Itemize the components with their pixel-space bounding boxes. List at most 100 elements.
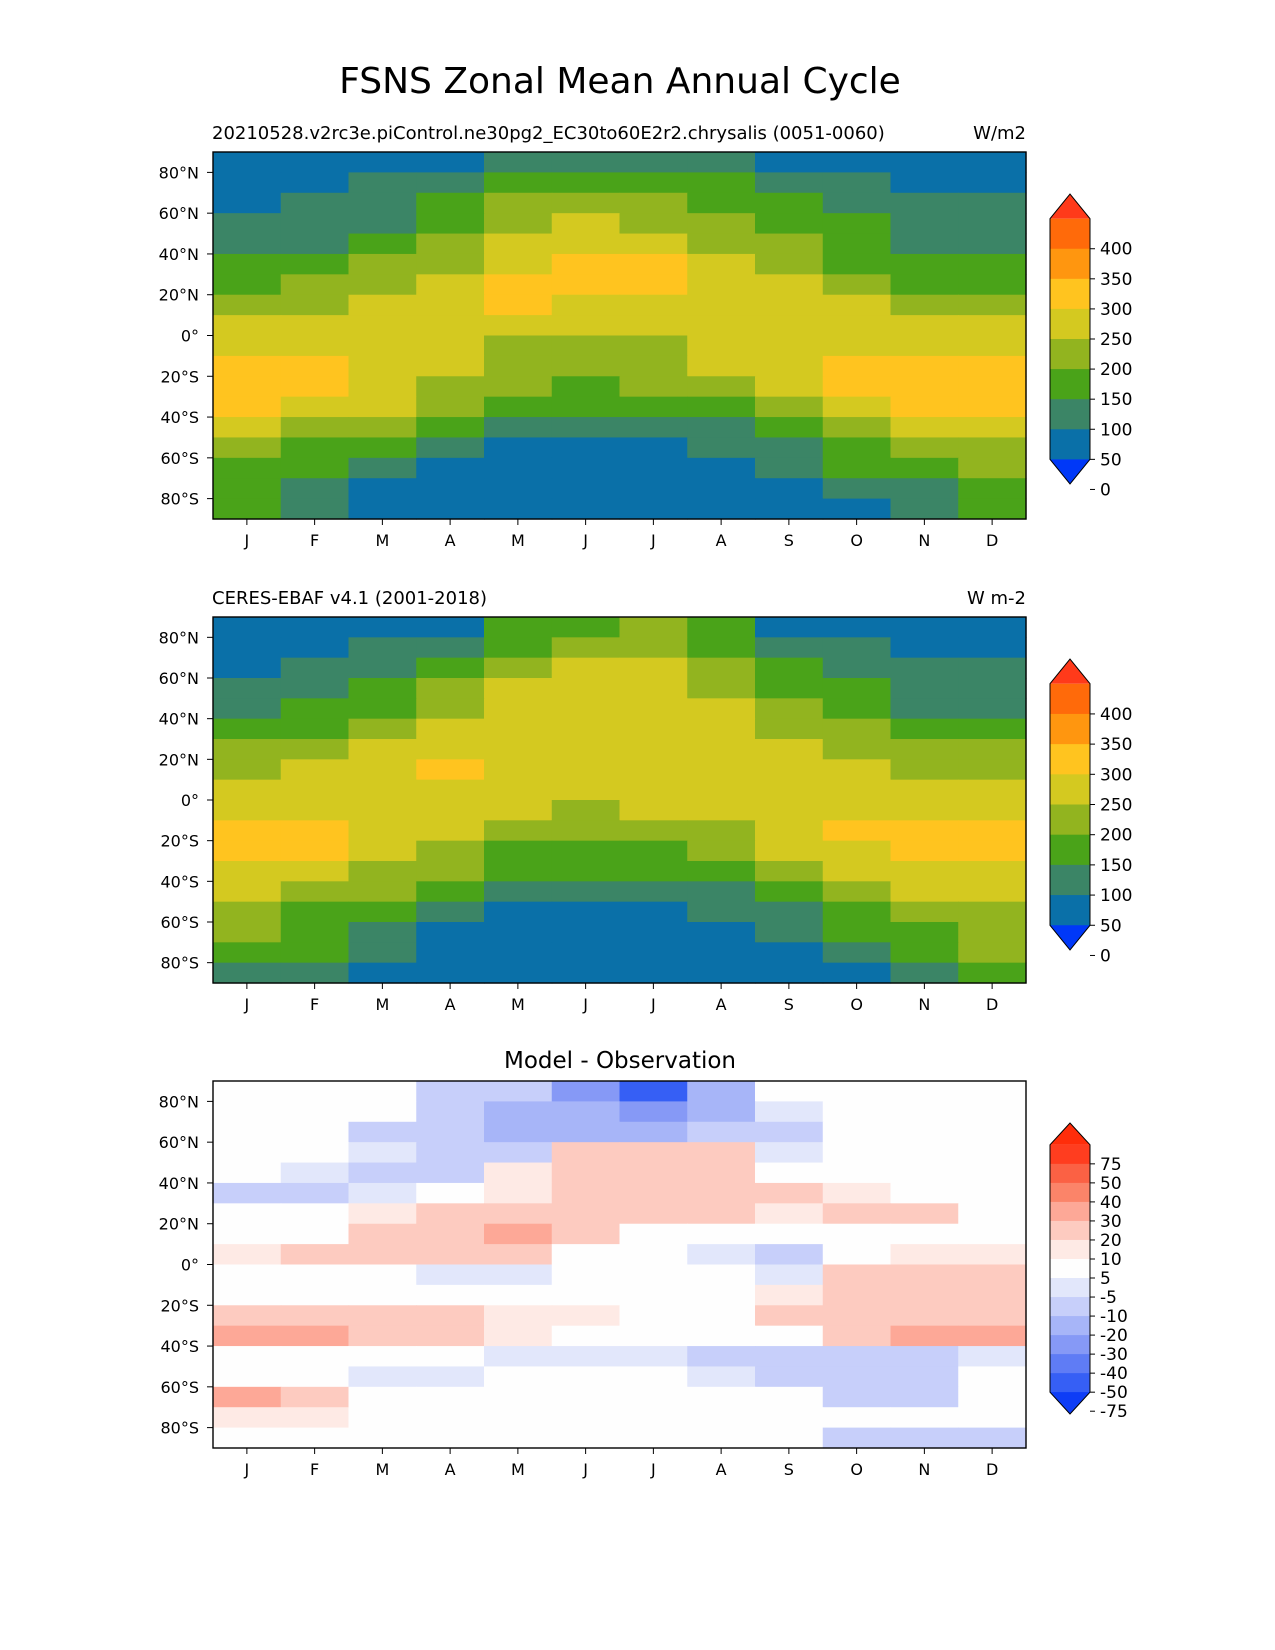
heatmap-cell [619, 274, 688, 296]
heatmap-cell [619, 1325, 688, 1347]
heatmap-cell [213, 192, 282, 214]
x-tick-label: S [784, 995, 794, 1014]
panel-difference-axes: J F M A M J J A S O N D 80°N 60°N 40°N 20°N 0° 20°S 40°S 60… [159, 1092, 999, 1479]
heatmap-cell [619, 294, 688, 316]
colorbar-tick-label: 350 [1100, 735, 1132, 755]
heatmap-cell [416, 962, 485, 984]
heatmap-cell [280, 759, 350, 781]
heatmap-cell [755, 213, 824, 235]
heatmap-cell [348, 922, 417, 943]
panel-model-title: 20210528.v2rc3e.piControl.ne30pg2_EC30to… [212, 123, 885, 144]
colorbar-segment [1050, 339, 1090, 370]
heatmap-cell [280, 213, 350, 235]
heatmap-cell [619, 1162, 688, 1184]
heatmap-cell [484, 617, 553, 638]
y-tick-label: 0° [181, 1256, 199, 1275]
heatmap-cell [213, 396, 282, 418]
heatmap-cell [687, 478, 756, 500]
heatmap-cell [551, 1346, 621, 1368]
heatmap-cell [416, 315, 485, 337]
heatmap-cell [280, 1142, 350, 1164]
heatmap-cell [213, 417, 282, 439]
heatmap-cell [619, 417, 688, 439]
heatmap-cell [958, 657, 1027, 679]
heatmap-cell [213, 376, 282, 398]
heatmap-cell [822, 1407, 892, 1429]
heatmap-cell [822, 213, 892, 235]
heatmap-cell [416, 376, 485, 398]
heatmap-cell [958, 457, 1027, 479]
colorbar-tick-label: 300 [1100, 300, 1132, 320]
heatmap-cell [890, 637, 959, 659]
heatmap-cell [958, 315, 1027, 337]
heatmap-cell [348, 1427, 417, 1449]
heatmap-cell [890, 274, 959, 296]
heatmap-cell [280, 396, 350, 418]
x-tick-label: A [445, 995, 456, 1014]
heatmap-cell [484, 1366, 553, 1388]
heatmap-cell [822, 1346, 892, 1368]
heatmap-cell [280, 1223, 350, 1245]
heatmap-cell [484, 396, 553, 418]
heatmap-cell [619, 779, 688, 801]
heatmap-cell [958, 1386, 1027, 1408]
heatmap-cell [687, 942, 756, 964]
x-tick-label: F [310, 531, 319, 550]
heatmap-cell [822, 759, 892, 781]
heatmap-cell [551, 457, 621, 479]
x-tick-label: M [375, 531, 389, 550]
x-tick-label: A [716, 1460, 727, 1479]
heatmap-cell [551, 172, 621, 194]
heatmap-cell [416, 657, 485, 679]
heatmap-cell [755, 881, 824, 903]
heatmap-cell [484, 820, 553, 842]
heatmap-cell [890, 417, 959, 439]
heatmap-cell [213, 922, 282, 943]
heatmap-cell [551, 1101, 621, 1123]
heatmap-cell [755, 617, 824, 638]
heatmap-cell [213, 213, 282, 235]
heatmap-cell [755, 355, 824, 377]
heatmap-cell [213, 478, 282, 500]
heatmap-cell [619, 233, 688, 255]
heatmap-cell [280, 1346, 350, 1368]
heatmap-cell [484, 457, 553, 479]
heatmap-cell [280, 294, 350, 316]
heatmap-cell [619, 253, 688, 275]
heatmap-cell [280, 355, 350, 377]
colorbar-extend-top [1050, 659, 1090, 684]
heatmap-cell [822, 637, 892, 659]
colorbar-segment [1050, 1163, 1090, 1184]
heatmap-cell [416, 1346, 485, 1368]
heatmap-cell [958, 617, 1027, 638]
heatmap-cell [822, 840, 892, 862]
heatmap-cell [890, 172, 959, 194]
x-tick-label: J [650, 1460, 656, 1479]
heatmap-cell [416, 1182, 485, 1204]
x-tick-label: J [650, 531, 656, 550]
y-tick-label: 20°S [160, 832, 199, 851]
colorbar-tick-label: 5 [1100, 1269, 1111, 1289]
heatmap-cell [348, 739, 417, 760]
heatmap-cell [822, 1386, 892, 1408]
heatmap-cell [213, 152, 282, 173]
colorbar-segment [1050, 218, 1090, 250]
heatmap-cell [687, 962, 756, 984]
heatmap-cell [416, 253, 485, 275]
heatmap-cell [348, 172, 417, 194]
heatmap-cell [822, 698, 892, 720]
heatmap-cell [416, 355, 485, 377]
colorbar-segment [1050, 1316, 1090, 1336]
heatmap-cell [890, 1366, 959, 1388]
heatmap-cell [348, 718, 417, 740]
y-tick-label: 60°S [160, 1378, 199, 1397]
heatmap-cell [958, 1142, 1027, 1164]
colorbar-tick-label: 0 [1100, 480, 1111, 500]
heatmap-cell [890, 617, 959, 638]
heatmap-cell [822, 657, 892, 679]
heatmap-cell [348, 962, 417, 984]
heatmap-cell [890, 1203, 959, 1225]
heatmap-cell [619, 396, 688, 418]
heatmap-cell [687, 1223, 756, 1245]
